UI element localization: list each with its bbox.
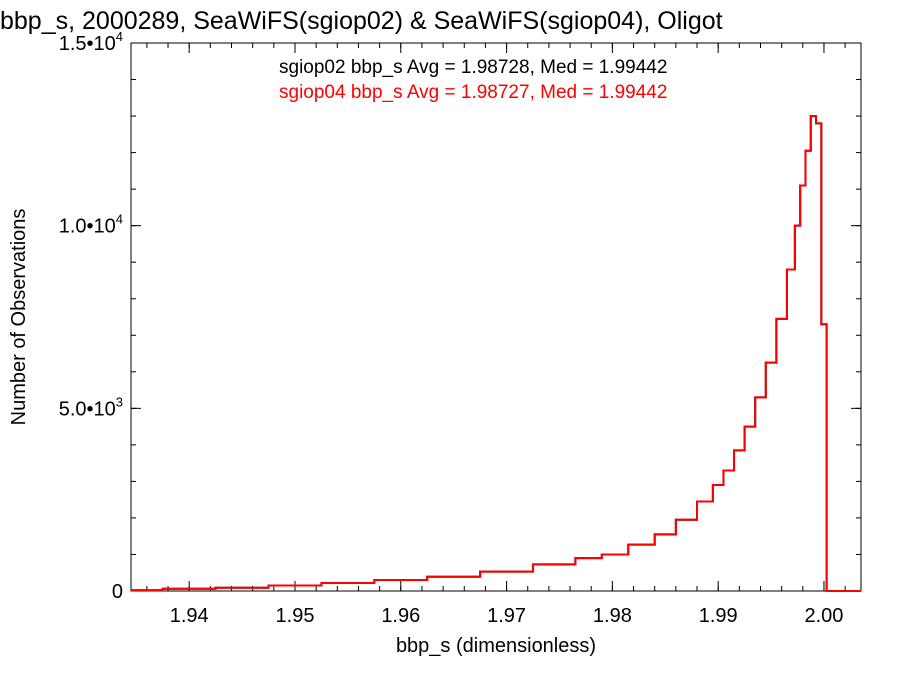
x-axis-label: bbp_s (dimensionless) [396, 635, 596, 657]
y-tick-label: 1.0•104 [59, 212, 123, 238]
x-tick-label: 1.99 [699, 605, 738, 627]
x-tick-label: 2.00 [805, 605, 844, 627]
y-tick-label: 0 [112, 581, 123, 603]
series-layer [131, 115, 861, 592]
series-sgiop02-histogram [131, 115, 861, 592]
chart-title: bbp_s, 2000289, SeaWiFS(sgiop02) & SeaWi… [0, 7, 723, 35]
y-tick-label-base: 1.0•10 [59, 216, 116, 238]
plot-area-frame [130, 42, 862, 592]
y-tick-label-base: 5.0•10 [59, 398, 116, 420]
y-tick-label-base: 1.5•10 [59, 33, 116, 55]
x-tick-label: 1.96 [381, 605, 420, 627]
axis-ticks: 1.94 1.95 1.96 1.97 1.98 1.99 2.00 0 5.0•103 1.0•… [59, 29, 861, 627]
x-tick-label: 1.94 [170, 605, 209, 627]
x-tick-label: 1.95 [276, 605, 315, 627]
y-tick-label-exponent: 3 [116, 394, 123, 409]
stats-annotations: sgiop02 bbp_s Avg = 1.98728, Med = 1.994… [279, 57, 667, 103]
stats-annotation: sgiop02 bbp_s Avg = 1.98728, Med = 1.994… [279, 57, 667, 78]
y-axis-label: Number of Observations [8, 209, 30, 426]
y-tick-label: 5.0•103 [59, 394, 123, 420]
series-sgiop04-histogram [131, 115, 861, 592]
y-tick-label: 1.5•104 [59, 29, 123, 55]
y-tick-label-exponent: 4 [116, 212, 123, 227]
x-tick-label: 1.98 [593, 605, 632, 627]
y-tick-label-base: 0 [112, 581, 123, 603]
stats-annotation: sgiop04 bbp_s Avg = 1.98727, Med = 1.994… [279, 82, 667, 103]
x-tick-label: 1.97 [487, 605, 526, 627]
y-tick-label-exponent: 4 [116, 29, 123, 44]
